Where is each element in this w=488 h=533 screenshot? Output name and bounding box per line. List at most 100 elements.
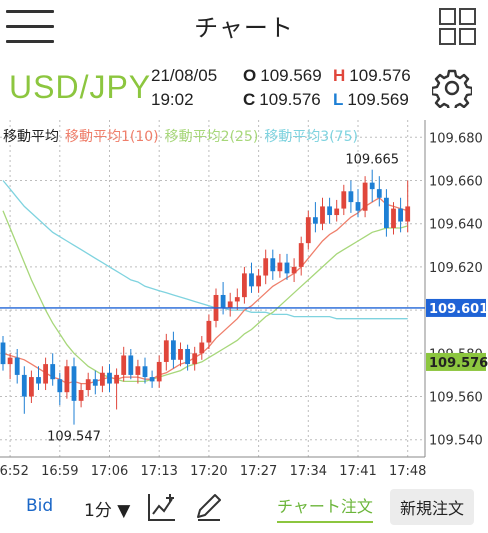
last-price-tag — [426, 352, 486, 371]
hamburger-menu-icon[interactable] — [6, 10, 54, 44]
y-tick-label: 109.660 — [429, 174, 483, 189]
candle-body — [291, 266, 297, 274]
legend-ma1: 移動平均1(10) — [65, 129, 159, 145]
close-value: C 109.576 — [243, 90, 321, 110]
candle-body — [305, 217, 311, 244]
app-header: チャート — [0, 0, 488, 52]
indicator-chart-icon[interactable] — [146, 491, 178, 523]
candle-body — [263, 258, 269, 276]
high-label: H — [333, 66, 346, 85]
candle-body — [376, 189, 382, 198]
x-tick-label: 17:13 — [140, 464, 177, 479]
candle-body — [92, 379, 98, 386]
quote-date: 21/08/05 — [151, 66, 218, 85]
candle-body — [50, 364, 56, 380]
candle-body — [355, 202, 361, 211]
candle-body — [227, 301, 233, 308]
candle-body — [270, 258, 276, 272]
bottom-toolbar: Bid 1分 ▼ チャート注文 新規注文 — [0, 483, 488, 533]
last-price-label: 109.576 — [429, 356, 488, 371]
high-price: 109.576 — [349, 66, 411, 85]
candle-body — [29, 377, 34, 397]
quote-time: 19:02 — [151, 90, 194, 109]
candle-body — [320, 206, 325, 224]
candle-body — [384, 197, 389, 229]
candle-body — [128, 355, 134, 375]
candle-body — [348, 191, 354, 203]
candle-body — [398, 208, 403, 222]
candle-body — [362, 182, 368, 211]
candle-body — [242, 273, 247, 298]
candle-body — [107, 372, 112, 384]
candle-body — [256, 275, 261, 287]
candle-body — [277, 262, 283, 272]
quote-panel: USD/JPY 21/08/05 19:02 O 109.569 H 109.576… — [0, 52, 488, 120]
open-value: O 109.569 — [243, 66, 322, 86]
candle-body — [71, 366, 77, 401]
candle-body — [171, 340, 176, 360]
x-tick-label: 16:59 — [41, 464, 78, 479]
candle-body — [313, 217, 318, 224]
candle-body — [327, 206, 332, 216]
candle-body — [135, 366, 141, 375]
open-label: O — [243, 66, 257, 85]
candle-body — [85, 379, 91, 391]
low-price: 109.569 — [347, 90, 409, 109]
candle-body — [391, 208, 396, 229]
max-price-label: 109.665 — [345, 153, 399, 168]
candle-body — [156, 361, 162, 382]
ma3-line — [2, 180, 408, 320]
candle-body — [64, 366, 70, 393]
page-title: チャート — [194, 14, 294, 42]
currency-pair[interactable]: USD/JPY — [9, 69, 152, 105]
candle-body — [14, 357, 20, 375]
candle-body — [100, 372, 105, 386]
candle-body — [114, 374, 119, 384]
candle-body — [7, 357, 13, 365]
x-tick-label: 17:20 — [190, 464, 227, 479]
ma-legend: 移動平均 移動平均1(10) 移動平均2(25) 移動平均3(75) — [3, 126, 364, 146]
candle-body — [78, 390, 84, 401]
y-tick-label: 109.680 — [429, 131, 483, 146]
x-tick-label: 17:06 — [91, 464, 128, 479]
current-price-label: 109.601 — [429, 302, 488, 317]
candle-body — [43, 364, 48, 384]
candle-body — [369, 182, 375, 190]
candle-body — [206, 320, 212, 343]
legend-ma2: 移動平均2(25) — [164, 129, 259, 145]
candle-body — [149, 377, 155, 382]
x-tick-label: 17:27 — [240, 464, 277, 479]
candle-body — [185, 348, 190, 365]
y-tick-label: 109.540 — [429, 434, 483, 449]
candle-body — [234, 297, 240, 302]
candle-body — [341, 191, 347, 209]
high-value: H 109.576 — [333, 66, 411, 86]
candle-body — [163, 340, 169, 362]
candle-body — [192, 353, 198, 365]
y-tick-label: 109.620 — [429, 261, 483, 276]
candle-body — [36, 377, 41, 384]
open-price: 109.569 — [260, 66, 322, 85]
period-selector[interactable]: 1分 ▼ — [84, 501, 131, 521]
y-tick-label: 109.560 — [429, 391, 483, 406]
candle-body — [334, 208, 340, 216]
candle-body — [178, 348, 183, 360]
candle-body — [0, 342, 6, 365]
x-tick-label: 16:52 — [0, 464, 29, 479]
price-chart[interactable]: 16:52 16:59 17:06 17:13 17:20 17:27 17:34 17:41… — [0, 120, 488, 483]
candle-body — [220, 294, 226, 308]
bid-toggle[interactable]: Bid — [26, 496, 54, 516]
candle-body — [21, 374, 27, 397]
new-order-button[interactable]: 新規注文 — [390, 489, 475, 525]
candle-body — [57, 379, 63, 393]
draw-pencil-icon[interactable] — [194, 491, 224, 523]
y-tick-label: 109.640 — [429, 218, 483, 233]
ma1-line — [2, 196, 408, 385]
settings-gear-icon[interactable] — [432, 68, 472, 108]
low-label: L — [333, 90, 344, 109]
legend-ma: 移動平均 — [3, 129, 59, 145]
candle-body — [249, 273, 254, 287]
layout-grid-icon[interactable] — [439, 8, 477, 46]
chart-order-button[interactable]: チャート注文 — [277, 493, 373, 523]
candle-body — [405, 206, 411, 222]
